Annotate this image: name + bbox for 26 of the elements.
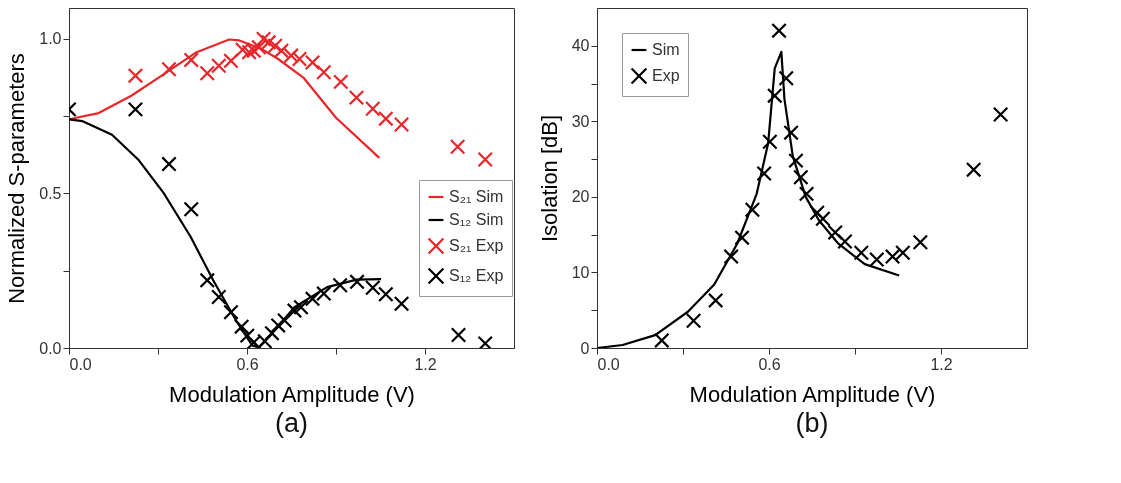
x-tick-label: 0.6 [758,355,781,373]
x-tick-label: 1.2 [930,355,953,373]
y-tick-label: 1.0 [39,30,62,48]
x-axis-title: Modulation Amplitude (V) [689,381,936,407]
x-tick-label: 1.2 [414,355,437,373]
legend-label: S₂₁ Exp [449,237,504,254]
x-tick-label: 0.0 [69,355,92,373]
legend-label: Exp [652,67,680,84]
y-tick-label: 30 [571,112,590,130]
x-tick-label: 0.6 [236,355,259,373]
text: (a) [275,408,308,438]
x-tick-label: 0.0 [597,355,620,373]
text: (b) [795,408,829,438]
y-axis-title: Normalized S-parameters [4,53,30,304]
y-tick-label: 40 [571,37,590,55]
y-axis-title: Isolation [dB] [536,114,562,243]
x-axis-title: Modulation Amplitude (V) [169,381,415,407]
y-tick-label: 0.5 [39,184,62,202]
legend-label: S₂₁ Sim [449,188,504,205]
legend-label: Sim [652,41,680,58]
y-tick-label: 20 [571,188,590,206]
y-tick-label: 10 [571,263,590,281]
legend-label: S₁₂ Sim [449,211,504,228]
y-tick-label: 0.0 [39,339,62,357]
legend-label: S₁₂ Exp [449,267,504,284]
y-tick-label: 0 [580,339,590,357]
